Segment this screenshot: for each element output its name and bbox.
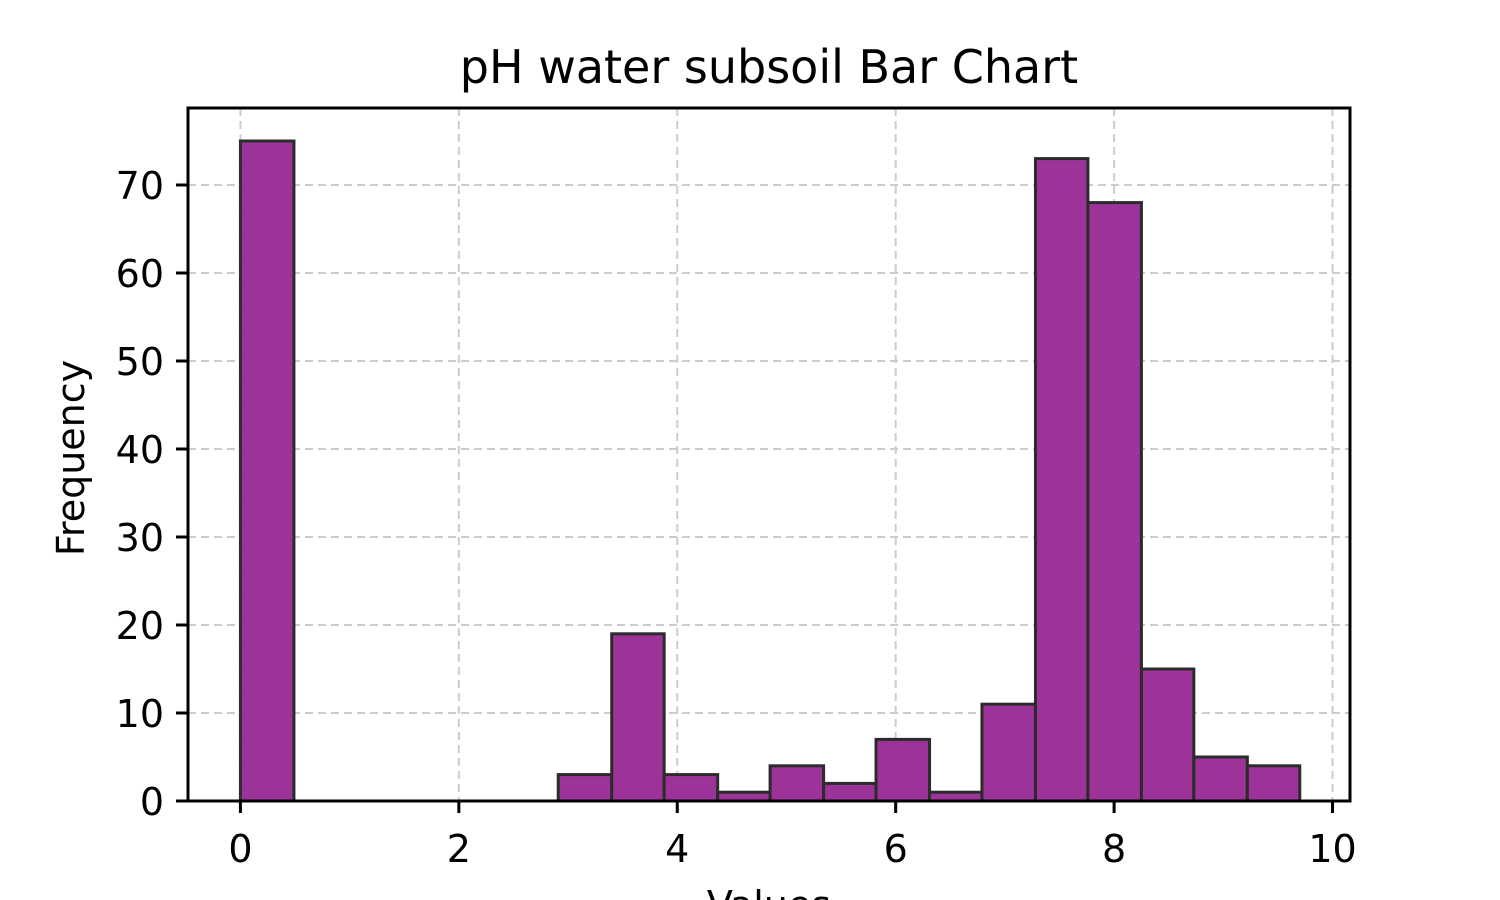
plot-frame [186,106,1352,803]
x-tick-label: 0 [228,827,252,871]
bars [238,139,1302,803]
chart-title: pH water subsoil Bar Chart [460,40,1078,94]
x-tick-label: 10 [1308,827,1356,871]
histogram-bar [822,781,878,803]
y-tick-label: 30 [116,516,164,560]
histogram-bar [556,773,614,803]
histogram-bar [768,764,826,803]
y-tick-label: 60 [116,252,164,296]
histogram-bar [980,702,1037,803]
y-tick-label: 0 [140,780,164,824]
x-tick-label: 6 [884,827,908,871]
x-axis-label: Values [707,883,831,900]
y-tick-label: 10 [116,692,164,736]
histogram-bar [874,737,932,803]
histogram-bar [610,632,666,803]
histogram-bar [1086,201,1143,803]
x-tick-label: 2 [447,827,471,871]
histogram-bar [1245,764,1302,803]
histogram-bar [662,773,720,803]
histogram-bar [1192,755,1249,803]
histogram-bar [1033,157,1090,803]
x-axis: 0 2 4 6 8 10 [228,801,1357,871]
x-tick-label: 8 [1102,827,1126,871]
y-tick-label: 40 [116,428,164,472]
y-tick-label: 70 [116,164,164,208]
y-tick-label: 20 [116,604,164,648]
histogram-bar [238,139,296,803]
histogram-bar [1139,667,1196,803]
y-axis-label: Frequency [49,360,93,556]
x-tick-label: 4 [665,827,689,871]
y-axis: 0 10 20 30 40 50 60 70 [116,164,188,824]
y-tick-label: 50 [116,340,164,384]
